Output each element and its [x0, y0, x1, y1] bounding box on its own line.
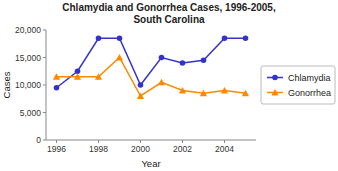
point [137, 92, 144, 98]
point [179, 87, 186, 93]
point [74, 73, 81, 79]
point [96, 35, 102, 41]
series-line [57, 58, 246, 97]
point [95, 73, 102, 79]
y-axis-label: Cases [1, 71, 12, 98]
point [221, 87, 228, 93]
y-tick-label: 20,000 [15, 25, 41, 35]
x-tick-label: 1996 [47, 144, 66, 154]
point [201, 57, 207, 63]
series-line [57, 38, 246, 88]
point [243, 35, 249, 41]
x-tick [140, 140, 141, 143]
title: Chlamydia and Gonorrhea Cases, 1996-2005… [62, 2, 276, 25]
legend: Chlamydia Gonorrhea [261, 66, 335, 104]
y-tick [43, 112, 46, 113]
legend-label: Gonorrhea [288, 88, 331, 98]
y-tick [43, 57, 46, 58]
legend-frame [261, 66, 335, 104]
point [54, 85, 60, 91]
legend-marker [271, 89, 278, 95]
x-tick [56, 140, 57, 143]
x-tick-label: 1998 [89, 144, 108, 154]
y-tick-label: 5,000 [20, 108, 42, 118]
x-tick [224, 140, 225, 143]
x-tick-label: 2004 [215, 144, 234, 154]
point [117, 35, 123, 41]
legend-label: Chlamydia [288, 73, 331, 83]
x-tick-label: 2000 [131, 144, 150, 154]
point [200, 90, 207, 96]
x-tick-label: 2002 [173, 144, 192, 154]
legend-marker [272, 75, 278, 81]
y-tick-label: 0 [36, 135, 41, 145]
x-tick [182, 140, 183, 143]
y-tick [43, 85, 46, 86]
point [242, 90, 249, 96]
point [159, 55, 165, 61]
chart-container: Chlamydia and Gonorrhea Cases, 1996-2005… [0, 0, 338, 171]
y-tick [43, 30, 46, 31]
point [116, 54, 123, 60]
plot-area [53, 35, 249, 98]
x-axis-label: Year [141, 158, 160, 169]
point [138, 82, 144, 88]
x-tick [98, 140, 99, 143]
point [180, 60, 186, 66]
y-tick [43, 140, 46, 141]
chart: Chlamydia and Gonorrhea Cases, 1996-2005… [0, 0, 338, 171]
point [53, 73, 60, 79]
y-tick-label: 10,000 [15, 80, 41, 90]
point [158, 79, 165, 85]
y-tick-label: 15,000 [15, 53, 41, 63]
point [222, 35, 228, 41]
